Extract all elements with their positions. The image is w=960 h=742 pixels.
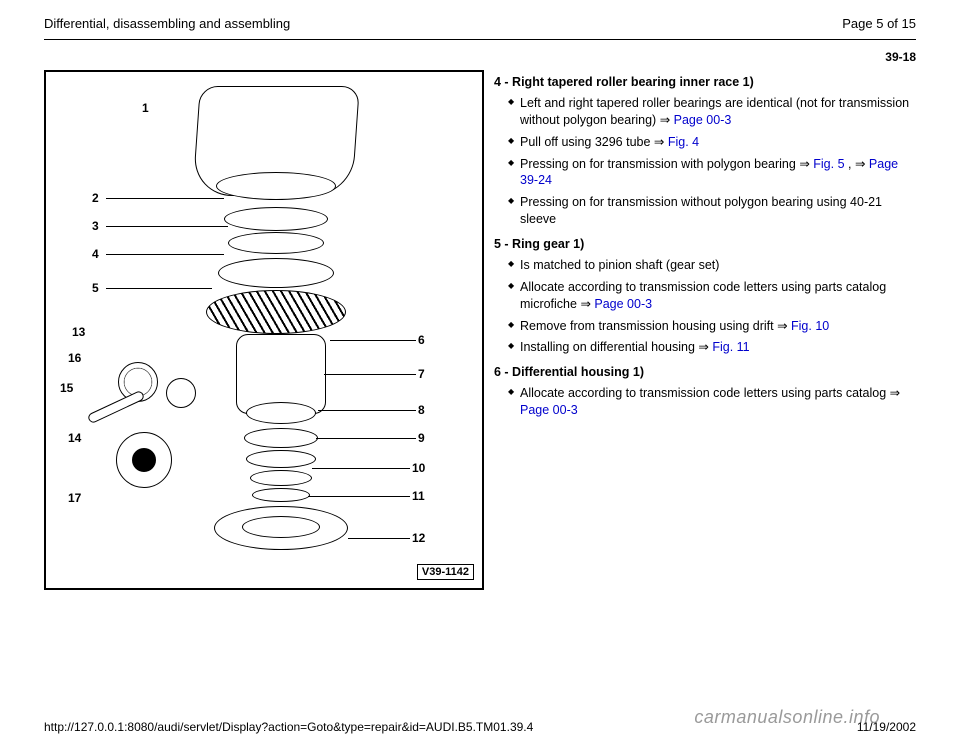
- callout-17: 17: [68, 492, 81, 504]
- item-bullets: Is matched to pinion shaft (gear set) All…: [494, 257, 916, 356]
- page-footer: http://127.0.0.1:8080/audi/servlet/Displ…: [44, 720, 916, 734]
- bullet-item: Is matched to pinion shaft (gear set): [508, 257, 916, 274]
- figure-code: V39-1142: [417, 564, 474, 580]
- item-bullets: Left and right tapered roller bearings a…: [494, 95, 916, 228]
- exploded-diagram: 1 2 3 4 5 13 16 15 14 17 6 7 8 9 10 11 1…: [44, 70, 484, 590]
- xref-link[interactable]: Page 00-3: [674, 113, 732, 127]
- xref-link[interactable]: Page 00-3: [520, 403, 578, 417]
- xref-link[interactable]: Fig. 10: [791, 319, 829, 333]
- callout-11: 11: [412, 490, 425, 502]
- xref-link[interactable]: Fig. 5: [813, 157, 844, 171]
- callout-16: 16: [68, 352, 81, 364]
- header-title: Differential, disassembling and assembli…: [44, 16, 290, 31]
- item-heading: 6 - Differential housing 1): [494, 364, 916, 381]
- callout-15: 15: [60, 382, 73, 394]
- callout-10: 10: [412, 462, 425, 474]
- header-page-of: Page 5 of 15: [842, 16, 916, 31]
- bullet-item: Installing on differential housing ⇒ Fig…: [508, 339, 916, 356]
- bullet-item: Remove from transmission housing using d…: [508, 318, 916, 335]
- bullet-item: Allocate according to transmission code …: [508, 385, 916, 419]
- callout-8: 8: [418, 404, 425, 416]
- callout-12: 12: [412, 532, 425, 544]
- callout-2: 2: [92, 192, 99, 204]
- content-row: 1 2 3 4 5 13 16 15 14 17 6 7 8 9 10 11 1…: [44, 70, 916, 590]
- footer-date: 11/19/2002: [857, 720, 916, 734]
- callout-13: 13: [72, 326, 85, 338]
- page-header: Differential, disassembling and assembli…: [44, 16, 916, 39]
- callout-5: 5: [92, 282, 99, 294]
- callout-14: 14: [68, 432, 81, 444]
- item-heading: 5 - Ring gear 1): [494, 236, 916, 253]
- xref-link[interactable]: Page 00-3: [594, 297, 652, 311]
- xref-link[interactable]: Fig. 11: [712, 340, 749, 354]
- section-number: 39-18: [44, 50, 916, 64]
- bullet-item: Pressing on for transmission without pol…: [508, 194, 916, 228]
- callout-1: 1: [142, 102, 149, 114]
- callout-9: 9: [418, 432, 425, 444]
- bullet-item: Left and right tapered roller bearings a…: [508, 95, 916, 129]
- callout-7: 7: [418, 368, 425, 380]
- text-column: 4 - Right tapered roller bearing inner r…: [494, 70, 916, 590]
- callout-6: 6: [418, 334, 425, 346]
- item-heading: 4 - Right tapered roller bearing inner r…: [494, 74, 916, 91]
- callout-4: 4: [92, 248, 99, 260]
- footer-url: http://127.0.0.1:8080/audi/servlet/Displ…: [44, 720, 533, 734]
- bullet-item: Pressing on for transmission with polygo…: [508, 156, 916, 190]
- bullet-item: Allocate according to transmission code …: [508, 279, 916, 313]
- item-bullets: Allocate according to transmission code …: [494, 385, 916, 419]
- bullet-item: Pull off using 3296 tube ⇒ Fig. 4: [508, 134, 916, 151]
- header-rule: [44, 39, 916, 40]
- callout-3: 3: [92, 220, 99, 232]
- xref-link[interactable]: Fig. 4: [668, 135, 699, 149]
